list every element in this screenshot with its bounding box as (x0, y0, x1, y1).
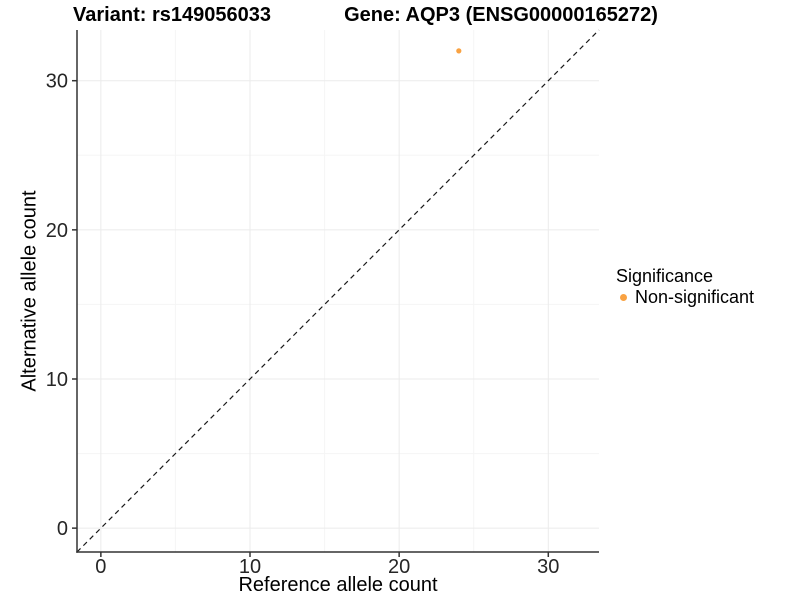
y-tick-label: 0 (57, 518, 68, 540)
y-tick-label: 20 (46, 220, 68, 242)
plot-title-gene: Gene: AQP3 (ENSG00000165272) (344, 4, 658, 26)
x-tick-label: 20 (388, 556, 410, 578)
plot-title-variant: Variant: rs149056033 (73, 4, 271, 26)
x-tick-label: 30 (537, 556, 559, 578)
y-tick-label: 30 (46, 71, 68, 93)
y-tick-label: 10 (46, 369, 68, 391)
x-tick-label: 0 (95, 556, 106, 578)
x-tick-label: 10 (239, 556, 261, 578)
legend-marker-dot-icon (620, 294, 627, 301)
y-axis-label: Alternative allele count (18, 190, 41, 392)
x-axis-label: Reference allele count (238, 574, 438, 596)
legend-title: Significance (616, 266, 714, 286)
identity-reference-line (76, 29, 600, 553)
legend: Significance Non-significant (616, 266, 754, 308)
data-point (456, 48, 462, 54)
legend-item: Non-significant (616, 287, 754, 308)
legend-item-label: Non-significant (635, 287, 755, 307)
